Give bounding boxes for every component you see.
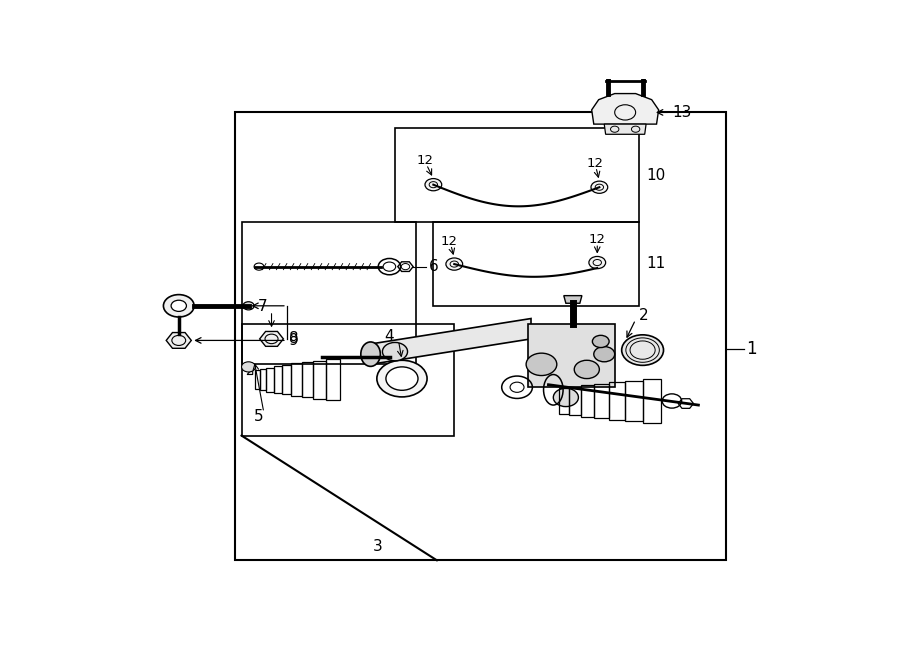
Circle shape [526, 353, 557, 375]
Circle shape [377, 360, 427, 397]
Circle shape [243, 301, 254, 310]
Text: 9: 9 [289, 333, 299, 348]
Circle shape [591, 181, 608, 193]
Circle shape [382, 342, 408, 361]
Text: 6: 6 [428, 259, 438, 274]
Text: 11: 11 [646, 256, 665, 271]
Text: 12: 12 [417, 154, 434, 167]
Polygon shape [371, 319, 531, 364]
Ellipse shape [361, 342, 381, 366]
Circle shape [594, 346, 615, 362]
Circle shape [622, 335, 663, 366]
Text: 1: 1 [746, 340, 757, 358]
Circle shape [554, 388, 579, 407]
Circle shape [386, 367, 418, 390]
Polygon shape [604, 124, 646, 134]
Text: 12: 12 [589, 233, 605, 246]
Text: 3: 3 [373, 539, 382, 554]
Polygon shape [248, 368, 253, 375]
Circle shape [589, 256, 606, 268]
Circle shape [164, 295, 194, 317]
Text: 8: 8 [289, 331, 299, 346]
Polygon shape [260, 331, 284, 346]
Polygon shape [527, 324, 615, 387]
Text: 7: 7 [257, 299, 267, 315]
Text: 2: 2 [639, 308, 649, 323]
Circle shape [425, 178, 442, 191]
Polygon shape [563, 295, 582, 303]
Text: 12: 12 [440, 235, 457, 248]
Circle shape [171, 300, 186, 311]
Polygon shape [591, 94, 659, 124]
Text: 12: 12 [587, 157, 604, 170]
Text: 5: 5 [254, 409, 264, 424]
Circle shape [574, 360, 599, 379]
Text: 10: 10 [646, 167, 665, 182]
Text: 4: 4 [384, 329, 394, 344]
Text: 13: 13 [672, 105, 692, 120]
Circle shape [592, 335, 609, 348]
Circle shape [446, 258, 463, 270]
Circle shape [241, 362, 256, 372]
Polygon shape [166, 332, 192, 348]
